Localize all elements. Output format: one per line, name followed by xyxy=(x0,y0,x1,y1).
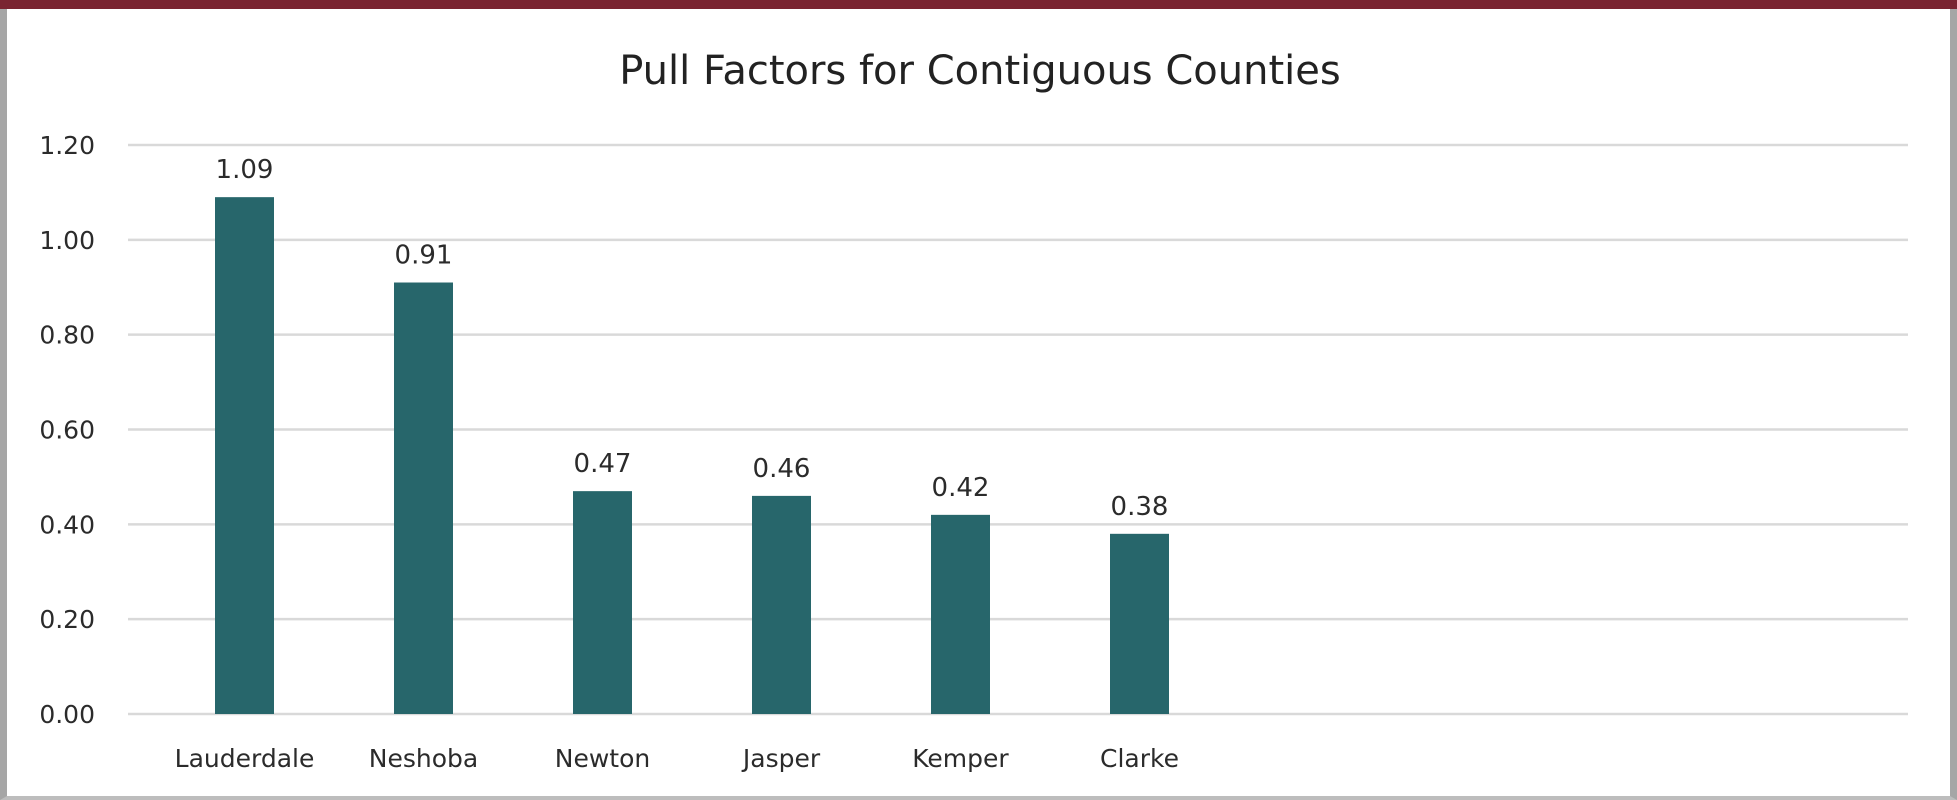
y-tick-label: 0.00 xyxy=(39,700,95,729)
bar-newton xyxy=(573,491,632,714)
category-label: Clarke xyxy=(1100,744,1179,773)
y-tick-label: 0.20 xyxy=(39,605,95,634)
bar-kemper xyxy=(931,514,990,714)
bar-lauderdale xyxy=(215,197,274,715)
y-tick-label: 1.20 xyxy=(39,131,95,160)
y-tick-label: 0.40 xyxy=(39,510,95,539)
data-label: 0.91 xyxy=(395,241,453,271)
bars xyxy=(215,197,1169,715)
y-tick-label: 1.00 xyxy=(39,226,95,255)
data-label: 0.38 xyxy=(1111,492,1169,522)
y-axis-tick-labels: 0.00 0.20 0.40 0.60 0.80 1.00 1.20 xyxy=(39,131,95,729)
category-label: Newton xyxy=(555,744,650,773)
category-label: Jasper xyxy=(741,744,821,773)
y-tick-label: 0.60 xyxy=(39,416,95,445)
category-label: Kemper xyxy=(912,744,1009,773)
bar-jasper xyxy=(752,495,811,714)
data-label: 1.09 xyxy=(216,155,274,185)
y-tick-label: 0.80 xyxy=(39,321,95,350)
data-labels: 1.09 0.91 0.47 0.46 0.42 0.38 xyxy=(216,155,1169,522)
category-label: Lauderdale xyxy=(175,744,315,773)
data-label: 0.42 xyxy=(932,473,990,503)
top-accent-bar xyxy=(0,0,1957,9)
category-labels: Lauderdale Neshoba Newton Jasper Kemper Clark… xyxy=(175,744,1179,773)
bar-clarke xyxy=(1110,533,1169,714)
category-label: Neshoba xyxy=(369,744,478,773)
data-label: 0.46 xyxy=(753,454,811,484)
chart-title: Pull Factors for Contiguous Counties xyxy=(619,48,1340,94)
bar-neshoba xyxy=(394,282,453,714)
data-label: 0.47 xyxy=(574,449,632,479)
